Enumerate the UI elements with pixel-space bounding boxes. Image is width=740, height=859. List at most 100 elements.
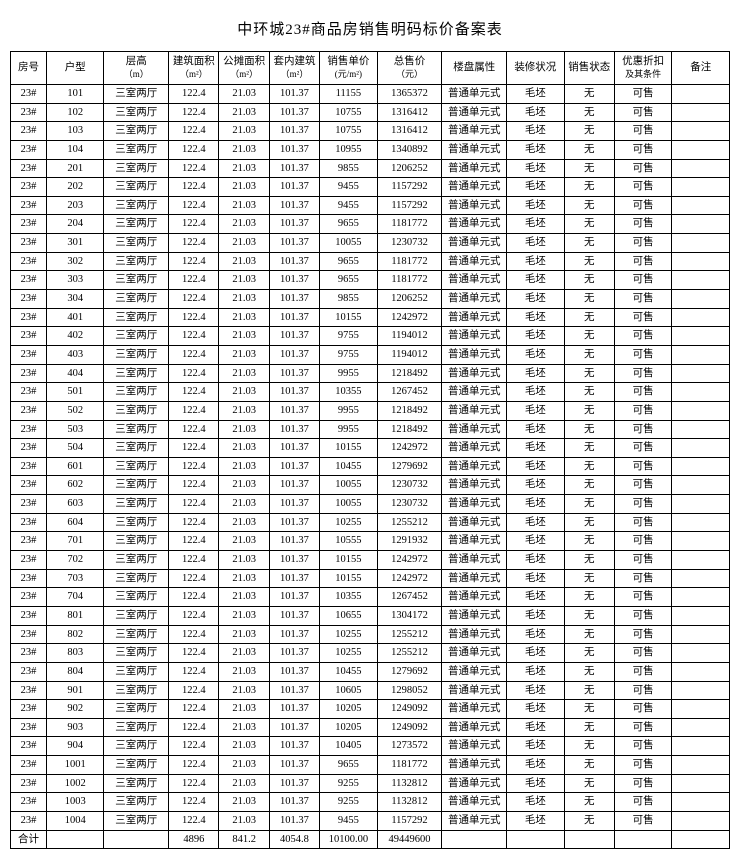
table-cell: 701: [46, 532, 104, 551]
table-cell: 1291932: [377, 532, 442, 551]
table-cell: 603: [46, 495, 104, 514]
table-cell: 10755: [320, 122, 378, 141]
table-cell: 毛坯: [507, 420, 565, 439]
table-cell: 毛坯: [507, 588, 565, 607]
table-row: 23#503三室两厅122.421.03101.3799551218492普通单…: [11, 420, 730, 439]
table-cell: 101.37: [269, 85, 319, 104]
col-header: 建筑面积（m²）: [169, 52, 219, 85]
table-cell: 23#: [11, 569, 47, 588]
table-cell: 21.03: [219, 252, 269, 271]
table-cell: 可售: [614, 588, 672, 607]
table-cell: 101.37: [269, 793, 319, 812]
table-cell: 1267452: [377, 383, 442, 402]
table-cell: 601: [46, 457, 104, 476]
table-cell: 901: [46, 681, 104, 700]
table-cell: 1181772: [377, 252, 442, 271]
table-cell: 122.4: [169, 700, 219, 719]
table-cell: 21.03: [219, 420, 269, 439]
table-cell: 无: [564, 569, 614, 588]
table-cell: [672, 551, 730, 570]
table-cell: 122.4: [169, 644, 219, 663]
table-cell: 23#: [11, 345, 47, 364]
table-cell: 三室两厅: [104, 439, 169, 458]
table-cell: 可售: [614, 513, 672, 532]
table-cell: 101.37: [269, 513, 319, 532]
table-cell: 普通单元式: [442, 252, 507, 271]
table-cell: 9455: [320, 196, 378, 215]
table-cell: 101.37: [269, 551, 319, 570]
table-cell: 无: [564, 625, 614, 644]
table-cell: [672, 85, 730, 104]
table-cell: [104, 830, 169, 849]
table-cell: 三室两厅: [104, 644, 169, 663]
table-cell: 1304172: [377, 606, 442, 625]
table-cell: 604: [46, 513, 104, 532]
col-header: 优惠折扣及其条件: [614, 52, 672, 85]
table-cell: 122.4: [169, 793, 219, 812]
table-cell: 普通单元式: [442, 532, 507, 551]
table-cell: 普通单元式: [442, 327, 507, 346]
table-cell: 21.03: [219, 774, 269, 793]
table-cell: 1273572: [377, 737, 442, 756]
price-table: 房号户型层高（m）建筑面积（m²）公摊面积（m²）套内建筑（m²）销售单价(元/…: [10, 51, 730, 849]
table-cell: 无: [564, 756, 614, 775]
table-cell: 可售: [614, 234, 672, 253]
table-cell: 可售: [614, 793, 672, 812]
table-cell: 可售: [614, 215, 672, 234]
table-cell: 毛坯: [507, 551, 565, 570]
table-cell: 无: [564, 457, 614, 476]
table-cell: [672, 774, 730, 793]
table-cell: 普通单元式: [442, 774, 507, 793]
table-cell: 毛坯: [507, 178, 565, 197]
table-cell: 23#: [11, 588, 47, 607]
table-cell: 23#: [11, 811, 47, 830]
table-cell: 49449600: [377, 830, 442, 849]
table-cell: 毛坯: [507, 215, 565, 234]
table-cell: 10455: [320, 457, 378, 476]
table-cell: 毛坯: [507, 345, 565, 364]
table-cell: 301: [46, 234, 104, 253]
table-cell: 普通单元式: [442, 811, 507, 830]
table-cell: 三室两厅: [104, 271, 169, 290]
table-cell: 23#: [11, 234, 47, 253]
table-cell: [672, 644, 730, 663]
table-cell: 无: [564, 495, 614, 514]
table-cell: 毛坯: [507, 811, 565, 830]
col-header: 公摊面积（m²）: [219, 52, 269, 85]
col-header: 总售价（元）: [377, 52, 442, 85]
table-cell: 三室两厅: [104, 234, 169, 253]
table-cell: 502: [46, 401, 104, 420]
table-row: 23#703三室两厅122.421.03101.37101551242972普通…: [11, 569, 730, 588]
table-cell: 23#: [11, 606, 47, 625]
table-cell: 101.37: [269, 457, 319, 476]
table-cell: 无: [564, 420, 614, 439]
table-cell: 普通单元式: [442, 793, 507, 812]
table-cell: 101.37: [269, 681, 319, 700]
table-cell: 101.37: [269, 569, 319, 588]
table-cell: [672, 756, 730, 775]
table-cell: 无: [564, 718, 614, 737]
table-cell: 10755: [320, 103, 378, 122]
table-cell: 1003: [46, 793, 104, 812]
table-cell: 122.4: [169, 495, 219, 514]
table-cell: 1157292: [377, 196, 442, 215]
table-cell: [672, 606, 730, 625]
table-cell: 21.03: [219, 718, 269, 737]
table-cell: 122.4: [169, 476, 219, 495]
table-cell: 101.37: [269, 662, 319, 681]
table-cell: 三室两厅: [104, 476, 169, 495]
table-cell: 402: [46, 327, 104, 346]
table-cell: 9955: [320, 364, 378, 383]
table-cell: 904: [46, 737, 104, 756]
table-cell: [672, 308, 730, 327]
table-cell: [442, 830, 507, 849]
table-cell: 可售: [614, 737, 672, 756]
table-cell: 21.03: [219, 457, 269, 476]
table-cell: 可售: [614, 85, 672, 104]
table-cell: 101.37: [269, 252, 319, 271]
table-cell: 122.4: [169, 756, 219, 775]
table-cell: [672, 159, 730, 178]
table-cell: 毛坯: [507, 122, 565, 141]
table-cell: [672, 401, 730, 420]
table-cell: 可售: [614, 140, 672, 159]
